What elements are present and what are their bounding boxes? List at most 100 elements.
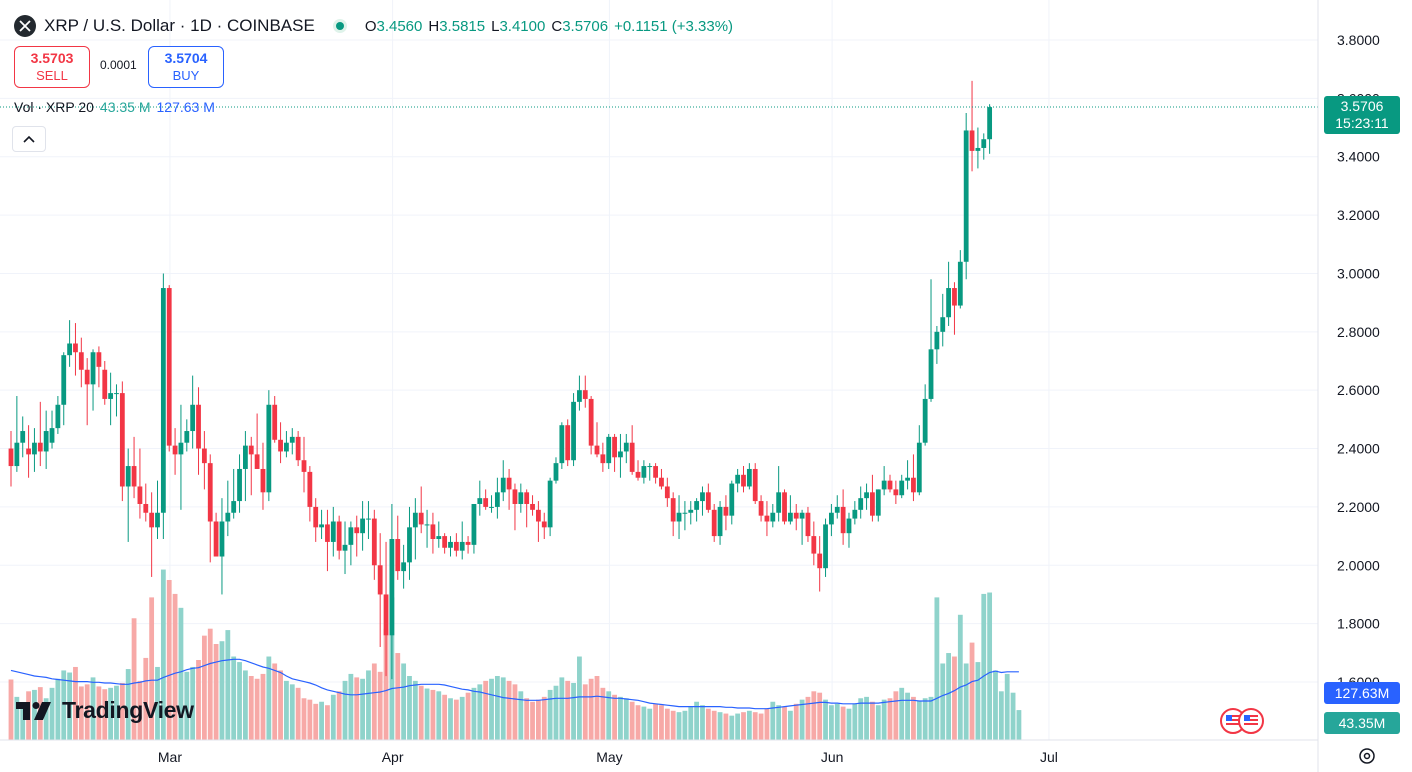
candle-body <box>512 489 518 504</box>
price-tick-label: 3.0000 <box>1337 265 1380 281</box>
candle-body <box>284 442 289 452</box>
collapse-legend-button[interactable] <box>12 126 46 152</box>
candle-body <box>301 460 307 472</box>
tradingview-logo[interactable]: TradingView <box>16 697 194 724</box>
candle-body <box>881 480 887 490</box>
candle-body <box>20 431 26 443</box>
candle-body <box>957 261 963 306</box>
us-event-icon[interactable] <box>1238 708 1264 734</box>
candle-body <box>823 524 828 569</box>
candle-body <box>448 541 453 548</box>
settings-icon[interactable] <box>1356 745 1378 767</box>
symbol-legend[interactable]: XRP / U.S. Dollar · 1D · COINBASE O3.456… <box>14 14 733 38</box>
candle-body <box>96 352 102 367</box>
candle-body <box>266 404 272 493</box>
candle-body <box>846 518 852 534</box>
candle-body <box>201 448 207 464</box>
volume-bar <box>383 628 389 740</box>
candle-body <box>524 492 530 504</box>
candle-body <box>536 509 541 522</box>
volume-bar <box>694 701 700 740</box>
candle-body <box>37 442 43 452</box>
candles <box>8 80 993 680</box>
candle-body <box>623 442 629 452</box>
high-value: 3.5815 <box>439 17 486 35</box>
candle-body <box>659 477 664 487</box>
volume-bar <box>448 698 453 740</box>
volume-bar <box>536 699 541 740</box>
sell-button[interactable]: 3.5703 SELL <box>14 46 90 88</box>
volume-bar <box>875 705 881 740</box>
volume-bar <box>477 684 483 740</box>
candle-body <box>137 486 143 504</box>
volume-bar <box>741 712 746 740</box>
logo-text: TradingView <box>62 697 194 723</box>
candle-body <box>940 317 946 332</box>
volume-bar <box>577 656 582 740</box>
volume-bar <box>916 701 922 740</box>
news-events[interactable] <box>1220 708 1264 734</box>
candle-body <box>723 506 729 516</box>
volume-bar <box>160 569 166 740</box>
candle-body <box>272 404 278 440</box>
candle-body <box>295 436 301 461</box>
candle-body <box>963 130 969 262</box>
volume-legend[interactable]: Vol · XRP 20 43.35 M 127.63 M <box>14 99 215 115</box>
symbol-title: XRP / U.S. Dollar · 1D · COINBASE <box>44 16 315 35</box>
volume-bar <box>700 705 705 740</box>
volume-bar <box>735 713 741 740</box>
candle-body <box>705 492 711 510</box>
volume-bar <box>149 597 155 740</box>
volume-bar <box>237 662 242 740</box>
candle-body <box>260 468 266 493</box>
price-tick-label: 1.8000 <box>1337 616 1380 632</box>
volume-bar <box>377 671 383 740</box>
volume-bar <box>1016 710 1022 740</box>
volume-bar <box>266 656 272 740</box>
candle-body <box>559 425 565 464</box>
volume-bar <box>307 699 313 740</box>
volume-bar <box>998 691 1004 740</box>
price-axis[interactable]: 3.80003.60003.40003.20003.00002.80002.60… <box>1337 32 1380 690</box>
volume-bar <box>178 607 184 740</box>
volume-bar <box>852 703 858 740</box>
candle-body <box>553 463 559 481</box>
candle-body <box>313 506 319 528</box>
time-tick-label: Jun <box>821 749 844 765</box>
volume-bar <box>401 663 407 740</box>
volume-label: 43.35M <box>1324 712 1400 734</box>
candle-body <box>43 431 49 452</box>
candle-body <box>899 480 905 496</box>
candle-body <box>108 393 114 399</box>
candle-body <box>700 492 705 502</box>
volume-bar <box>219 641 225 740</box>
buy-button[interactable]: 3.5704 BUY <box>148 46 224 88</box>
candle-body <box>412 512 418 528</box>
candle-body <box>125 466 131 487</box>
candle-body <box>84 369 90 385</box>
price-tick-label: 2.6000 <box>1337 382 1380 398</box>
volume-bar <box>565 680 571 740</box>
volume-bar <box>494 676 500 740</box>
candle-body <box>377 565 383 595</box>
volume-bar <box>84 684 90 740</box>
volume-bar <box>975 662 981 740</box>
volume-bar <box>483 680 489 740</box>
candle-body <box>934 331 940 350</box>
volume-bar <box>571 682 576 740</box>
time-axis[interactable]: Mar Apr May Jun Jul <box>158 749 1058 765</box>
volume-bar <box>635 705 641 740</box>
volume-bar <box>629 701 635 740</box>
volume-bar <box>1010 692 1016 740</box>
candle-body <box>811 536 817 554</box>
market-open-icon <box>332 19 347 33</box>
candle-body <box>342 544 348 551</box>
volume-bar <box>899 687 905 740</box>
time-tick-label: Mar <box>158 749 182 765</box>
volume-bar <box>55 678 61 740</box>
candle-body <box>870 492 875 516</box>
volume-bar <box>682 710 688 740</box>
candle-body <box>905 477 910 481</box>
volume-bar <box>166 580 172 740</box>
